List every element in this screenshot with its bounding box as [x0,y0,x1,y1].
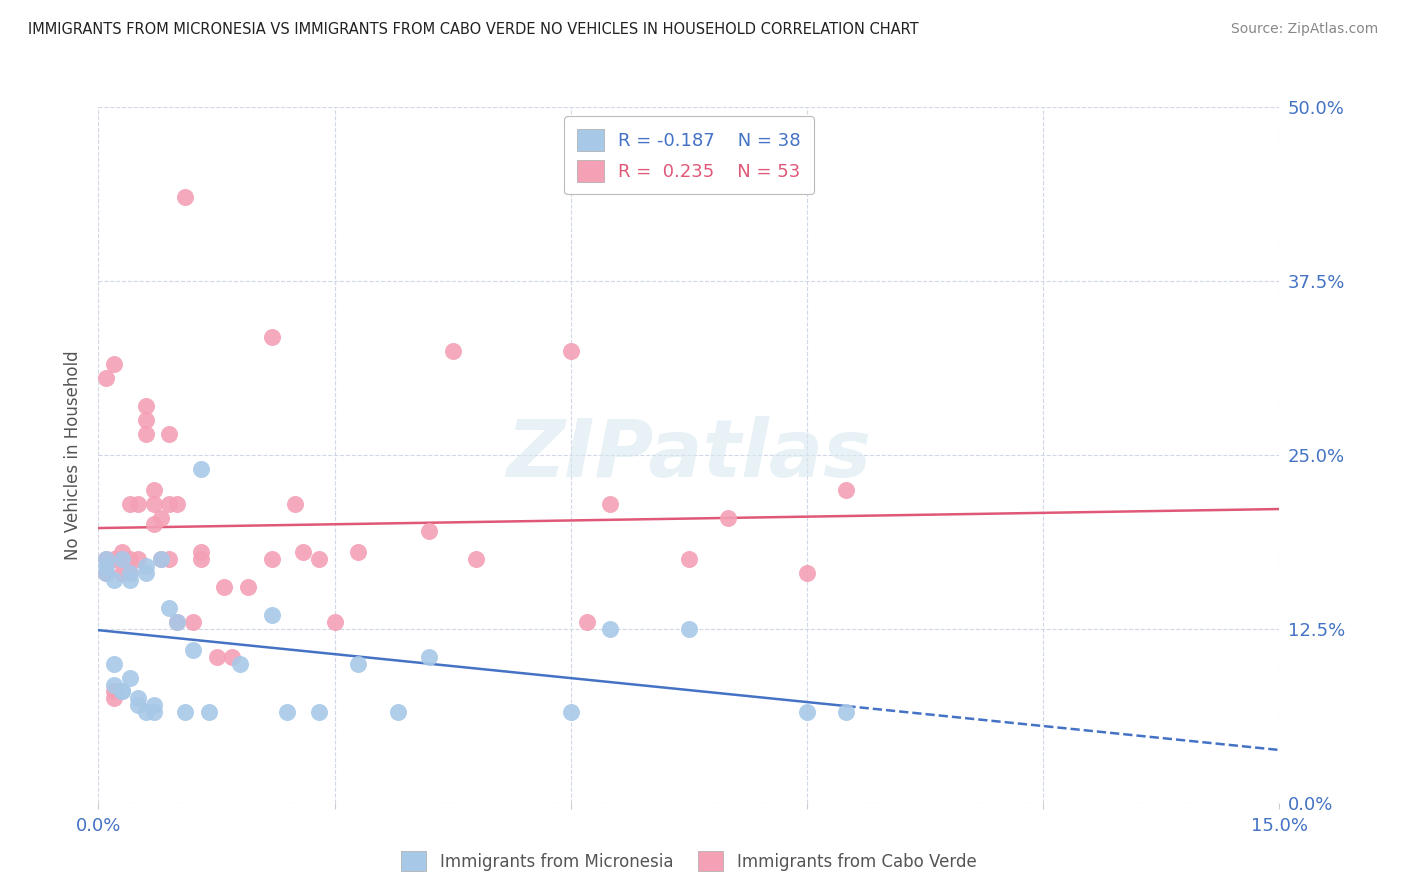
Point [118,671,141,685]
Point [142,517,165,532]
Point [127,691,149,706]
Point [127,552,149,566]
Point [599,497,621,511]
Text: IMMIGRANTS FROM MICRONESIA VS IMMIGRANTS FROM CABO VERDE NO VEHICLES IN HOUSEHOL: IMMIGRANTS FROM MICRONESIA VS IMMIGRANTS… [28,22,918,37]
Point [599,622,621,636]
Point [103,677,125,691]
Point [835,483,858,497]
Point [560,706,582,720]
Point [142,483,165,497]
Point [103,657,125,671]
Point [190,552,212,566]
Point [118,573,141,587]
Point [465,552,488,566]
Point [135,399,157,413]
Point [197,706,219,720]
Point [135,706,157,720]
Point [575,615,598,629]
Text: Source: ZipAtlas.com: Source: ZipAtlas.com [1230,22,1378,37]
Point [118,497,141,511]
Point [111,545,134,559]
Point [229,657,252,671]
Point [323,615,346,629]
Point [157,601,180,615]
Point [717,510,740,524]
Point [387,706,409,720]
Point [678,622,700,636]
Point [276,706,298,720]
Point [560,343,582,358]
Point [418,524,440,539]
Point [96,559,118,574]
Point [308,552,330,566]
Point [157,427,180,442]
Text: ZIPatlas: ZIPatlas [506,416,872,494]
Point [142,497,165,511]
Point [96,566,118,581]
Point [174,190,197,204]
Point [284,497,307,511]
Legend: Immigrants from Micronesia, Immigrants from Cabo Verde: Immigrants from Micronesia, Immigrants f… [395,845,983,878]
Point [111,552,134,566]
Point [214,580,236,594]
Point [103,691,125,706]
Point [127,497,149,511]
Point [142,698,165,713]
Point [157,552,180,566]
Point [205,649,228,664]
Point [347,657,370,671]
Point [166,615,188,629]
Point [96,552,118,566]
Point [150,552,173,566]
Point [418,649,440,664]
Point [292,545,315,559]
Point [236,580,259,594]
Y-axis label: No Vehicles in Household: No Vehicles in Household [65,350,83,560]
Point [190,462,212,476]
Point [103,573,125,587]
Point [142,706,165,720]
Point [135,427,157,442]
Point [111,552,134,566]
Point [103,358,125,372]
Point [150,510,173,524]
Point [111,684,134,698]
Point [135,566,157,581]
Point [127,698,149,713]
Point [221,649,243,664]
Point [347,545,370,559]
Point [135,413,157,427]
Point [678,552,700,566]
Point [308,706,330,720]
Point [796,706,818,720]
Point [260,552,283,566]
Point [181,642,204,657]
Point [118,566,141,581]
Point [166,615,188,629]
Point [96,552,118,566]
Point [260,329,283,343]
Point [835,706,858,720]
Point [157,497,180,511]
Point [174,706,197,720]
Point [96,371,118,385]
Point [150,552,173,566]
Point [103,552,125,566]
Point [260,607,283,622]
Point [166,497,188,511]
Point [181,615,204,629]
Point [796,566,818,581]
Point [103,684,125,698]
Point [118,552,141,566]
Point [441,343,464,358]
Point [111,684,134,698]
Point [111,566,134,581]
Point [96,566,118,581]
Point [190,545,212,559]
Point [135,559,157,574]
Point [118,566,141,581]
